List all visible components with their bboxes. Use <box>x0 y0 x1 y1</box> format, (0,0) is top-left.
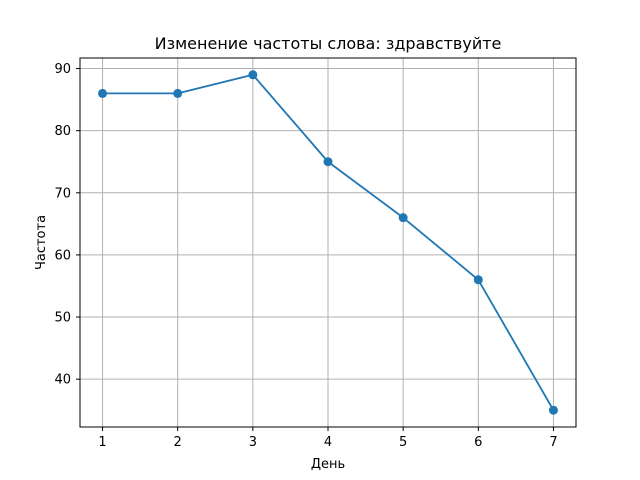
y-tick-label: 70 <box>54 186 71 201</box>
chart-title: Изменение частоты слова: здравствуйте <box>155 34 502 53</box>
data-point <box>548 405 558 415</box>
x-tick-label: 1 <box>98 435 106 450</box>
x-axis-label: День <box>311 457 345 472</box>
data-point <box>98 88 108 98</box>
data-point <box>173 88 183 98</box>
series-group <box>98 70 558 415</box>
x-tick-label: 2 <box>174 435 182 450</box>
y-tick-label: 80 <box>54 124 71 139</box>
data-point <box>248 70 258 80</box>
x-tick-label: 5 <box>399 435 407 450</box>
x-tick-label: 7 <box>549 435 557 450</box>
axis-ticks: 1 2 3 4 5 6 7 40 50 60 70 80 90 <box>54 62 557 450</box>
x-tick-label: 4 <box>324 435 332 450</box>
data-point <box>398 213 408 223</box>
data-point <box>473 275 483 285</box>
y-tick-label: 60 <box>54 248 71 263</box>
y-tick-label: 40 <box>54 373 71 388</box>
data-point <box>323 157 333 167</box>
y-tick-label: 90 <box>54 62 71 77</box>
x-tick-label: 6 <box>474 435 482 450</box>
y-tick-label: 50 <box>54 311 71 326</box>
grid-lines <box>80 58 576 427</box>
y-axis-label: Частота <box>34 215 49 270</box>
x-tick-label: 3 <box>249 435 257 450</box>
plot-frame <box>79 57 577 428</box>
